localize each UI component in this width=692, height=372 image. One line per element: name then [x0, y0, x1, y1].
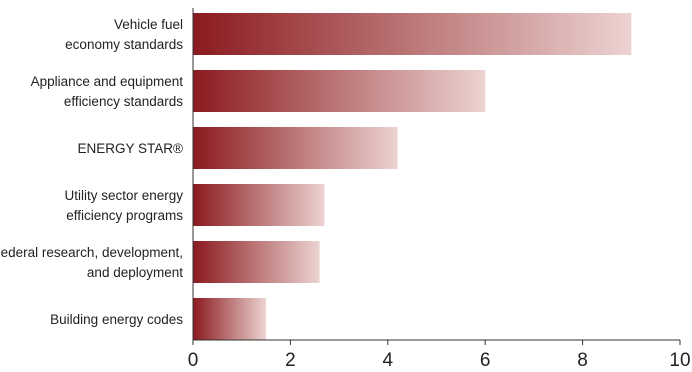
category-label-line: Building energy codes: [50, 312, 183, 327]
category-label-line: Appliance and equipment: [31, 74, 184, 89]
category-label: ENERGY STAR®: [78, 141, 184, 156]
category-label-line: Federal research, development,: [0, 245, 183, 260]
category-label: Appliance and equipment efficiency standa…: [31, 74, 184, 109]
bar: [193, 184, 325, 226]
category-label: Vehicle fuel economy standards: [65, 17, 183, 52]
category-label-line: efficiency standards: [64, 94, 183, 109]
category-label-line: ENERGY STAR®: [78, 141, 184, 156]
category-label: Utility sector energy efficiency programs: [64, 188, 183, 223]
category-label-line: Vehicle fuel: [114, 17, 183, 32]
category-label-line: efficiency programs: [66, 208, 183, 223]
category-label-line: economy standards: [65, 37, 183, 52]
bar: [193, 127, 398, 169]
x-tick-label: 0: [188, 350, 199, 371]
x-tick-label: 10: [669, 350, 690, 371]
bars-group: [193, 13, 632, 340]
category-label-line: Utility sector energy: [64, 188, 183, 203]
bar: [193, 70, 486, 112]
x-ticks-group: 0 2 4 6 8 10: [188, 340, 691, 371]
x-tick-label: 6: [480, 350, 491, 371]
category-label: Building energy codes: [50, 312, 183, 327]
category-label-line: and deployment: [87, 265, 183, 280]
x-tick-label: 8: [577, 350, 588, 371]
bar: [193, 298, 267, 340]
category-labels-group: Vehicle fuel economy standards Appliance a…: [0, 17, 183, 327]
category-label: Federal research, development, and deploy…: [0, 245, 183, 280]
x-tick-label: 4: [383, 350, 394, 371]
bar: [193, 241, 320, 283]
x-tick-label: 2: [285, 350, 296, 371]
bar: [193, 13, 632, 55]
